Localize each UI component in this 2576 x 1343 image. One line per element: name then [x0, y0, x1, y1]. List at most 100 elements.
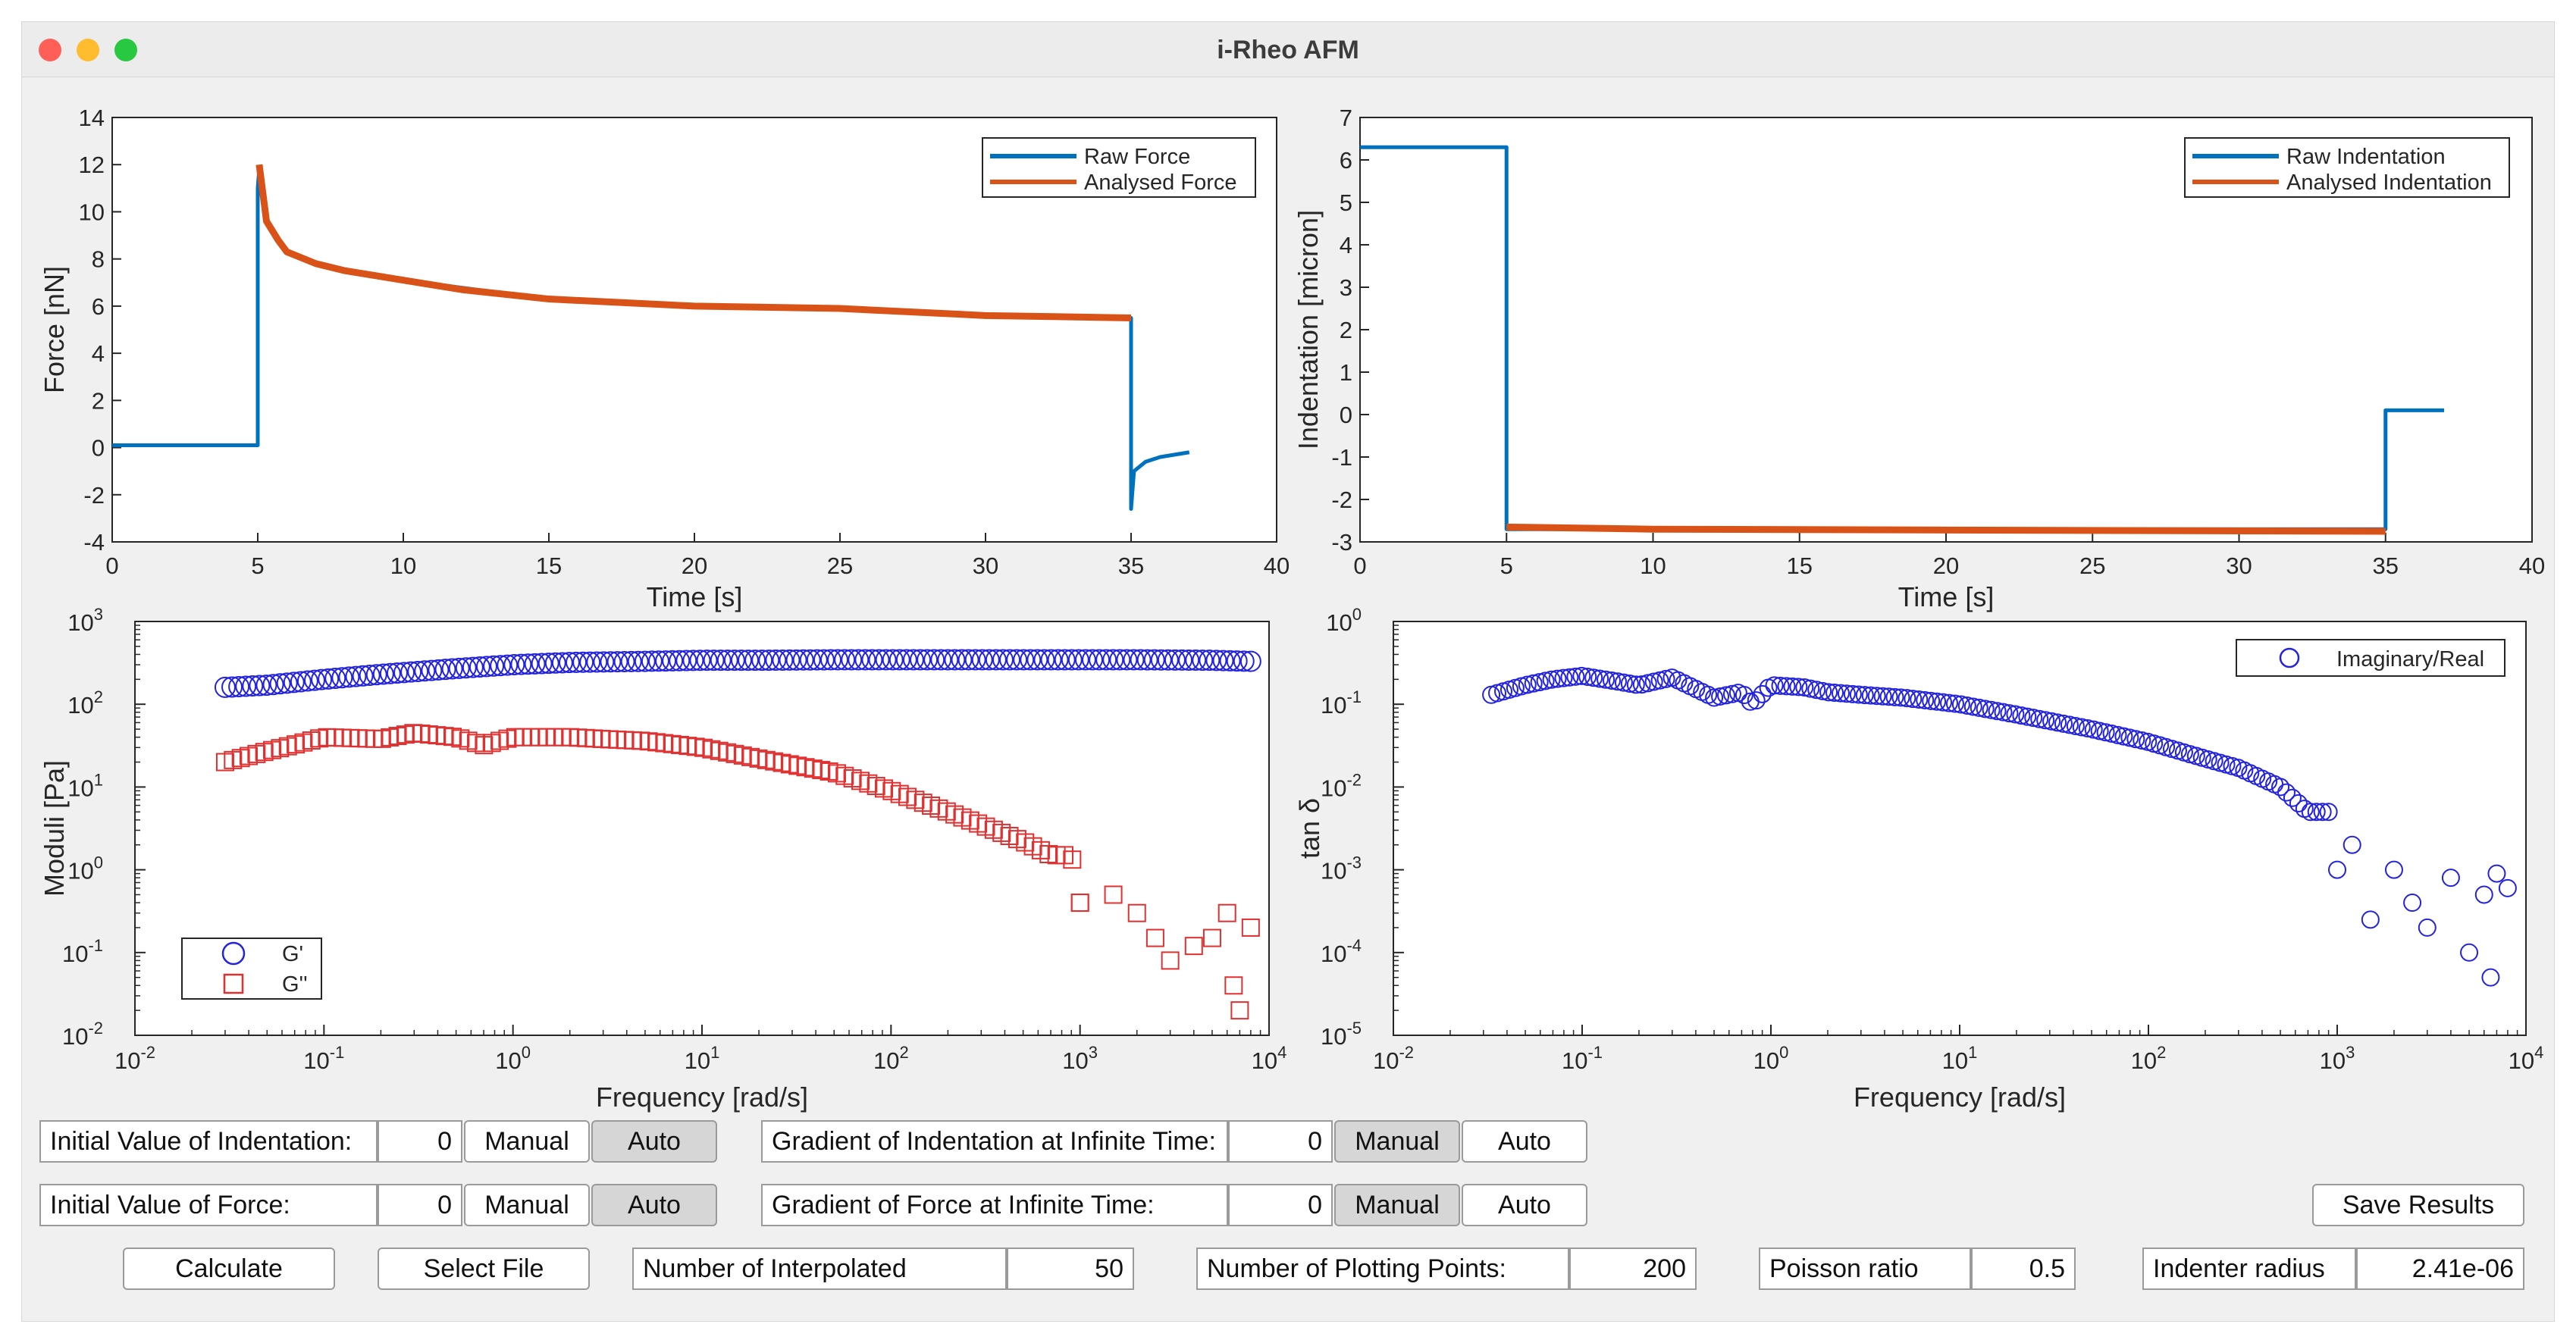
tan-delta-point	[1970, 698, 1988, 717]
indenter-radius-field[interactable]: 2.41e-06	[2356, 1248, 2524, 1290]
gprime-point	[393, 662, 415, 684]
grad-indentation-manual-button[interactable]: Manual	[1334, 1120, 1460, 1163]
tan-delta-point	[1988, 702, 2007, 721]
select-file-button[interactable]: Select File	[378, 1248, 590, 1290]
gprime-point	[744, 650, 766, 672]
poisson-ratio-field[interactable]: 0.5	[1971, 1248, 2076, 1290]
gprime-point	[593, 651, 615, 673]
force-ytick-label: -2	[83, 482, 105, 509]
init-indentation-field[interactable]: 0	[378, 1120, 462, 1163]
minimize-button[interactable]	[77, 39, 99, 61]
init-force-field[interactable]: 0	[378, 1184, 462, 1226]
zoom-button[interactable]	[114, 39, 137, 61]
indentation-xtick-label: 35	[2373, 553, 2399, 579]
interpolated-label: Number of Interpolated	[632, 1248, 1007, 1290]
gprime-point	[249, 675, 271, 697]
gdoubleprime-point	[1184, 937, 1203, 956]
init-indentation-manual-button[interactable]: Manual	[464, 1120, 590, 1163]
indentation-ytick-label: 7	[1340, 105, 1352, 131]
tan-delta-point	[1885, 687, 1904, 706]
gprime-point	[324, 668, 346, 690]
gprime-point	[1006, 649, 1028, 671]
tan-delta-point	[2096, 723, 2115, 742]
grad-force-manual-button[interactable]: Manual	[1334, 1184, 1460, 1226]
gprime-point	[255, 675, 277, 697]
tan-delta-point	[2474, 885, 2493, 904]
tan-delta-point	[1603, 671, 1622, 690]
grad-indentation-field[interactable]: 0	[1228, 1120, 1333, 1163]
interpolated-field[interactable]: 50	[1007, 1248, 1134, 1290]
gprime-point	[937, 649, 959, 671]
gprime-point	[772, 649, 794, 671]
grad-force-auto-button[interactable]: Auto	[1462, 1184, 1587, 1226]
tan-delta-point	[1916, 690, 1935, 709]
gprime-point	[620, 650, 642, 672]
indentation-xlabel: Time [s]	[1898, 581, 1995, 612]
tan-delta-point	[1548, 669, 1567, 688]
force-ytick-label: 0	[92, 435, 105, 462]
tan-delta-point	[1735, 686, 1753, 705]
legend-gprime: G'	[282, 942, 303, 966]
indentation-ytick-label: 3	[1340, 274, 1352, 301]
gprime-point	[421, 659, 443, 681]
init-force-manual-button[interactable]: Manual	[464, 1184, 590, 1226]
gprime-point	[696, 650, 718, 672]
gprime-point	[1040, 649, 1062, 671]
gprime-point	[882, 649, 904, 671]
gprime-point	[296, 670, 318, 692]
save-results-button[interactable]: Save Results	[2312, 1184, 2524, 1226]
tan-delta-point	[1963, 697, 1982, 716]
tan-delta-point	[1873, 687, 1892, 706]
tan-delta-ytick-label: 10-4	[1321, 936, 1362, 967]
gprime-point	[868, 649, 890, 671]
gprime-point	[779, 649, 801, 671]
tan-delta-point	[2481, 968, 2500, 987]
tan-delta-point	[1620, 674, 1639, 693]
gprime-point	[723, 650, 745, 672]
force-xtick-label: 5	[251, 553, 264, 579]
tan-delta-point	[2012, 706, 2031, 725]
gprime-point	[1212, 650, 1234, 672]
tan-delta-point	[1801, 679, 1820, 698]
tan-delta-xtick-label: 10-2	[1373, 1043, 1414, 1074]
gprime-point	[303, 669, 325, 691]
gprime-point	[951, 649, 973, 671]
gprime-point	[1136, 649, 1158, 671]
tan-delta-xtick-label: 102	[2131, 1043, 2167, 1074]
gprime-point	[861, 649, 883, 671]
gprime-point	[964, 649, 986, 671]
gprime-point	[799, 649, 821, 671]
indentation-series-analysed	[1506, 523, 2386, 535]
tan-delta-point	[2078, 719, 2097, 738]
tan-delta-point	[1542, 670, 1561, 689]
tan-delta-point	[2498, 878, 2517, 897]
gprime-point	[999, 649, 1021, 671]
legend-gprime-marker	[221, 941, 246, 966]
legend-imag-real: Imaginary/Real	[2336, 647, 2484, 672]
gprime-point	[957, 649, 979, 671]
indentation-xtick-label: 15	[1787, 553, 1813, 579]
plotting-points-field[interactable]: 200	[1569, 1248, 1697, 1290]
init-force-auto-button[interactable]: Auto	[591, 1184, 717, 1226]
tan-delta-point	[1753, 684, 1772, 703]
indentation-xtick-label: 5	[1500, 553, 1513, 579]
gprime-point	[428, 659, 450, 681]
tan-delta-point	[2090, 722, 2109, 740]
init-indentation-auto-button[interactable]: Auto	[591, 1120, 717, 1163]
tan-delta-point	[1608, 672, 1627, 691]
tan-delta-point	[1554, 668, 1573, 687]
grad-indentation-auto-button[interactable]: Auto	[1462, 1120, 1587, 1163]
poisson-ratio-label: Poisson ratio	[1759, 1248, 1971, 1290]
tan-delta-point	[1879, 687, 1898, 706]
indentation-xtick-label: 25	[2079, 553, 2105, 579]
gprime-point	[675, 650, 697, 672]
gprime-point	[730, 650, 752, 672]
gprime-point	[1013, 649, 1035, 671]
calculate-button[interactable]: Calculate	[123, 1248, 335, 1290]
gprime-point	[758, 650, 780, 672]
force-xtick-label: 30	[973, 553, 998, 579]
grad-force-field[interactable]: 0	[1228, 1184, 1333, 1226]
gprime-point	[1157, 649, 1179, 671]
close-button[interactable]	[39, 39, 61, 61]
